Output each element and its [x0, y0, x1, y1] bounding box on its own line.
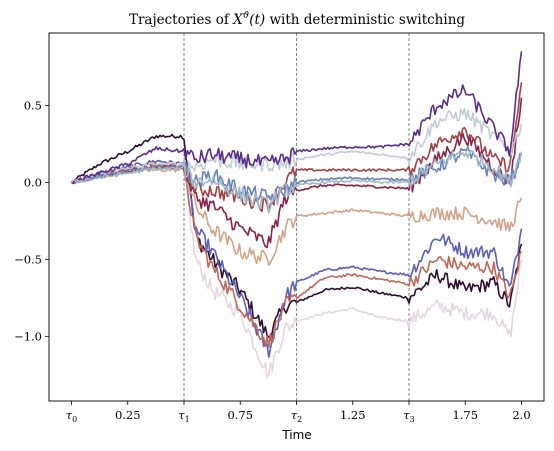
y-tick-label-2: −0.5 [14, 252, 42, 266]
y-axis-ticks: 0.5 0.0 −0.5 −1.0 [14, 98, 49, 343]
series-line-1 [70, 133, 523, 341]
title-superscript: ϑ [243, 11, 250, 21]
x-tick-label-3: 0.75 [227, 408, 253, 422]
x-tick-label-6: τ3 [403, 408, 414, 424]
x-tick-label-8: 2.0 [512, 408, 530, 422]
title-prefix: Trajectories of [129, 12, 233, 28]
y-tick-label-1: 0.0 [24, 175, 42, 189]
x-tick-label-0: τ0 [66, 408, 77, 424]
series-line-9 [71, 146, 522, 202]
x-tick-label-4: τ2 [291, 408, 302, 424]
series-line-7 [70, 82, 523, 214]
y-tick-label-3: −1.0 [14, 329, 42, 343]
switching-time-lines [183, 33, 410, 401]
x-axis-ticks: τ0 0.25 τ1 0.75 τ2 1.25 τ3 1.75 2.0 [66, 401, 531, 424]
title-arg: (t) [249, 12, 265, 28]
series-line-11 [70, 150, 523, 214]
y-tick-label-0: 0.5 [24, 98, 42, 112]
series-line-8 [70, 108, 523, 183]
x-tick-label-5: 1.25 [340, 408, 366, 422]
x-tick-label-2: τ1 [178, 408, 189, 424]
x-tick-label-7: 1.75 [452, 408, 478, 422]
series-group [70, 51, 523, 379]
x-tick-label-1: 0.25 [115, 408, 141, 422]
chart-title: Trajectories of Xϑ(t) with deterministic… [129, 11, 465, 28]
title-suffix: with deterministic switching [265, 12, 465, 28]
title-var: X [232, 12, 244, 28]
series-line-10 [71, 51, 523, 185]
x-axis-label: Time [281, 428, 311, 442]
